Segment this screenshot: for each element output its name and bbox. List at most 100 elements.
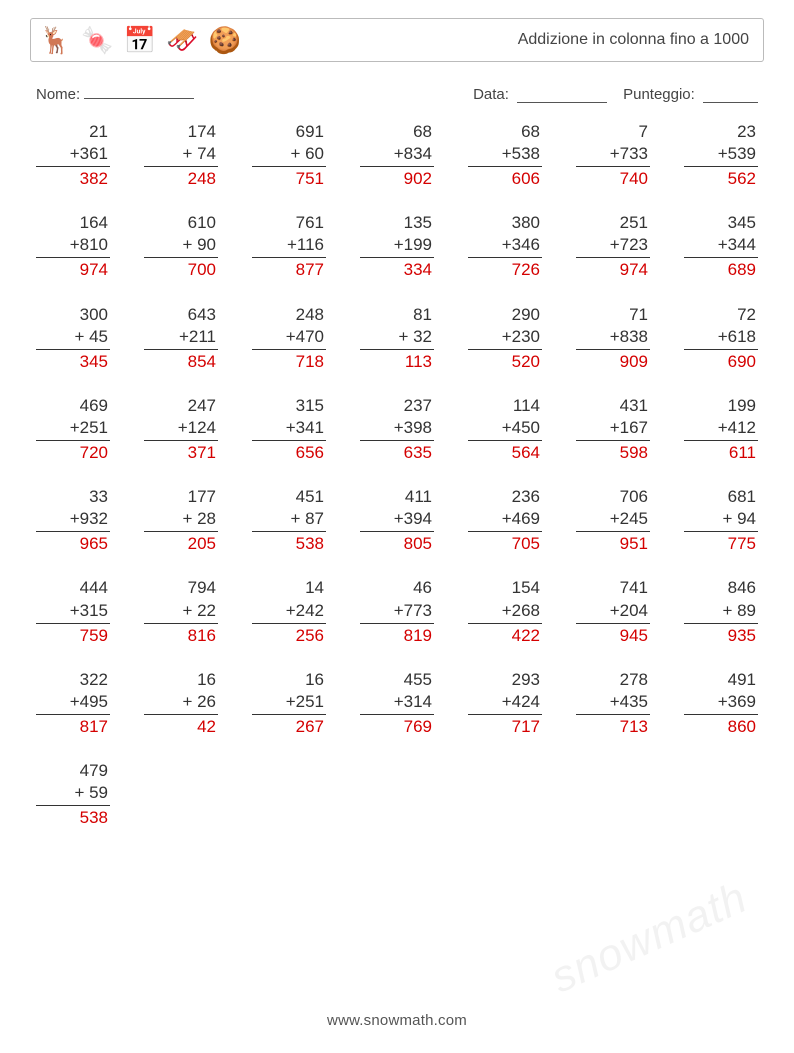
sum-answer: 945 [576,624,650,647]
addend-bottom: +469 [468,508,542,532]
sum-answer: 689 [684,258,758,281]
sum-answer: 422 [468,624,542,647]
addition-problem: 491+369860 [684,669,758,738]
addend-bottom: +315 [36,600,110,624]
date-blank [517,88,607,103]
sum-answer: 935 [684,624,758,647]
addition-problem: 761+116877 [252,212,326,281]
sum-answer: 700 [144,258,218,281]
addition-problem: 177+ 28205 [144,486,218,555]
sum-answer: 635 [360,441,434,464]
sum-answer: 759 [36,624,110,647]
addend-bottom: +810 [36,234,110,258]
addition-problem: 322+495817 [36,669,110,738]
info-line: Nome: Data: Punteggio: [36,84,758,103]
addition-problem: 431+167598 [576,395,650,464]
addend-top: 199 [684,395,758,417]
addend-top: 451 [252,486,326,508]
addition-problem: 444+315759 [36,577,110,646]
sum-answer: 334 [360,258,434,281]
sum-answer: 817 [36,715,110,738]
sum-answer: 775 [684,532,758,555]
cookie-icon: 🍪 [209,27,241,53]
addend-top: 706 [576,486,650,508]
addend-bottom: + 74 [144,143,218,167]
addend-bottom: +723 [576,234,650,258]
addend-top: 300 [36,304,110,326]
sum-answer: 256 [252,624,326,647]
addend-top: 681 [684,486,758,508]
addition-problem: 199+412611 [684,395,758,464]
addend-top: 21 [36,121,110,143]
sum-answer: 371 [144,441,218,464]
addend-bottom: +361 [36,143,110,167]
sum-answer: 877 [252,258,326,281]
addend-top: 72 [684,304,758,326]
addend-top: 290 [468,304,542,326]
sum-answer: 113 [360,350,434,373]
addition-problem: 290+230520 [468,304,542,373]
addition-problem: 81+ 32113 [360,304,434,373]
addend-bottom: +124 [144,417,218,441]
sum-answer: 720 [36,441,110,464]
date-label: Data: [473,86,509,103]
addend-top: 315 [252,395,326,417]
addend-top: 33 [36,486,110,508]
sum-answer: 909 [576,350,650,373]
addend-bottom: +834 [360,143,434,167]
addend-bottom: +251 [36,417,110,441]
addition-problem: 794+ 22816 [144,577,218,646]
addend-bottom: + 26 [144,691,218,715]
addend-bottom: +539 [684,143,758,167]
addition-problem: 114+450564 [468,395,542,464]
addend-bottom: +773 [360,600,434,624]
addend-bottom: +341 [252,417,326,441]
addition-problem: 16+ 2642 [144,669,218,738]
addend-top: 846 [684,577,758,599]
addend-top: 114 [468,395,542,417]
sum-answer: 902 [360,167,434,190]
worksheet-page: 🦌 🍬 📅 🛷 🍪 Addizione in colonna fino a 10… [0,0,794,1053]
addend-bottom: + 45 [36,326,110,350]
addend-bottom: +412 [684,417,758,441]
addend-top: 251 [576,212,650,234]
score-blank [703,88,758,103]
name-label: Nome: [36,86,80,103]
addend-top: 761 [252,212,326,234]
addend-top: 14 [252,577,326,599]
header-icons: 🦌 🍬 📅 🛷 🍪 [39,27,241,53]
addend-top: 174 [144,121,218,143]
addend-top: 293 [468,669,542,691]
sum-answer: 974 [576,258,650,281]
addition-problem: 691+ 60751 [252,121,326,190]
sum-answer: 382 [36,167,110,190]
addition-problem: 451+ 87538 [252,486,326,555]
addend-bottom: + 28 [144,508,218,532]
addend-bottom: +450 [468,417,542,441]
addition-problem: 23+539562 [684,121,758,190]
addition-problem: 278+435713 [576,669,650,738]
sleigh-icon: 🛷 [166,27,198,53]
sum-answer: 860 [684,715,758,738]
addend-top: 177 [144,486,218,508]
addition-problem: 247+124371 [144,395,218,464]
addition-problem: 681+ 94775 [684,486,758,555]
header-bar: 🦌 🍬 📅 🛷 🍪 Addizione in colonna fino a 10… [30,18,764,62]
addend-bottom: +204 [576,600,650,624]
score-label: Punteggio: [623,86,695,103]
addition-problem: 71+838909 [576,304,650,373]
addend-bottom: +932 [36,508,110,532]
addend-bottom: +394 [360,508,434,532]
sum-answer: 267 [252,715,326,738]
sum-answer: 705 [468,532,542,555]
addition-problem: 315+341656 [252,395,326,464]
addition-problem: 248+470718 [252,304,326,373]
addend-top: 345 [684,212,758,234]
addend-top: 643 [144,304,218,326]
addend-top: 68 [360,121,434,143]
addend-top: 411 [360,486,434,508]
addition-problem: 411+394805 [360,486,434,555]
addend-bottom: + 60 [252,143,326,167]
addend-top: 469 [36,395,110,417]
addend-bottom: +495 [36,691,110,715]
